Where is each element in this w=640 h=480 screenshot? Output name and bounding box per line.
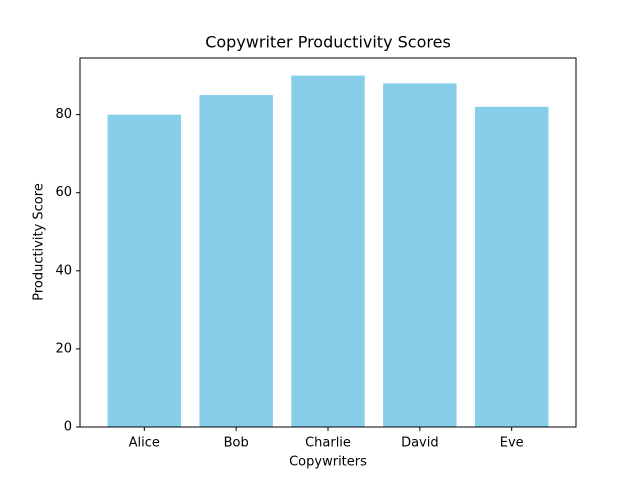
x-tick-label: Alice — [129, 436, 160, 451]
plot-frame — [79, 57, 577, 428]
bar — [199, 95, 273, 427]
y-axis-label: Productivity Score — [32, 183, 47, 301]
x-tick-label: Eve — [500, 436, 524, 451]
bar — [291, 75, 365, 428]
bar — [383, 83, 457, 427]
x-axis-label: Copywriters — [289, 455, 367, 470]
chart-title: Copywriter Productivity Scores — [205, 33, 451, 52]
bar — [474, 106, 549, 428]
bar — [107, 114, 182, 427]
x-tick-label: Bob — [224, 436, 249, 451]
y-tick-label: 80 — [55, 107, 72, 122]
x-tick-label: Charlie — [305, 436, 351, 451]
y-tick-label: 0 — [64, 420, 72, 435]
y-tick-label: 20 — [55, 341, 72, 356]
y-tick-label: 60 — [55, 185, 72, 200]
x-tick-label: David — [401, 436, 439, 451]
y-tick-label: 40 — [55, 263, 72, 278]
